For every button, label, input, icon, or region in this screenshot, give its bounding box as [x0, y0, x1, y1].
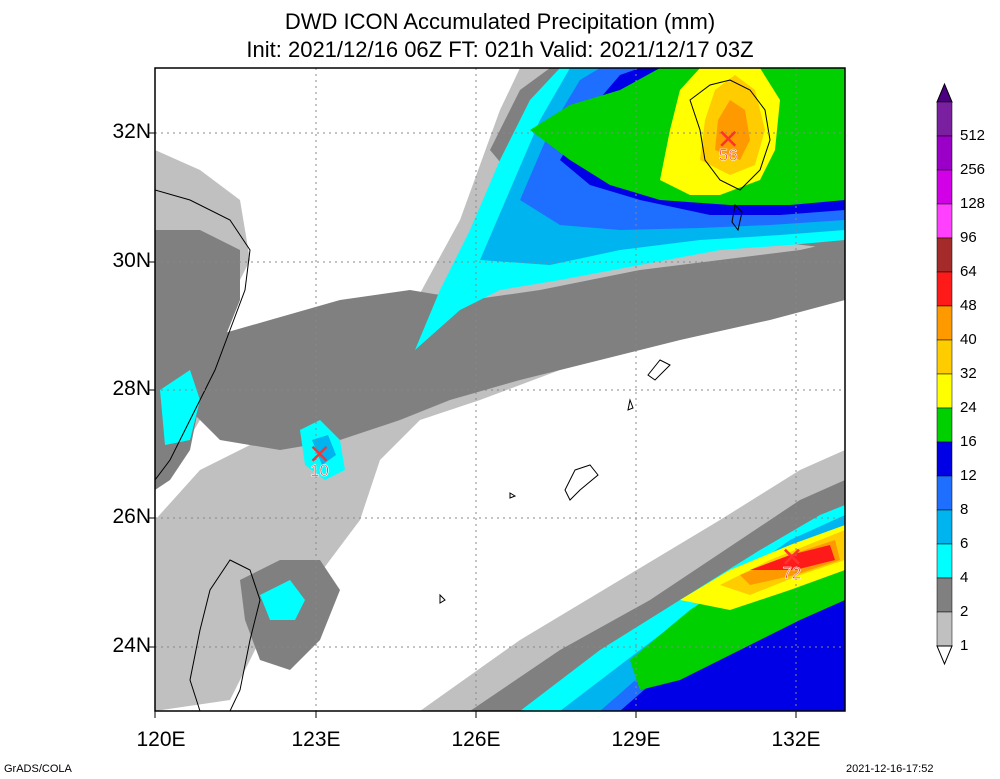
lon-label: 132E	[771, 728, 821, 751]
colorbar-level-label: 2	[960, 603, 969, 620]
precip-field	[155, 68, 845, 711]
colorbar-level-label: 12	[960, 467, 977, 484]
max-marker: 56	[718, 130, 738, 165]
lat-label: 30N	[112, 249, 151, 272]
band-4mm-west	[160, 370, 200, 445]
max-marker: 10	[310, 445, 329, 480]
colorbar-level-label: 256	[960, 161, 986, 178]
colorbar-level-label: 512	[960, 127, 986, 144]
colorbar-level-label: 48	[960, 297, 977, 314]
map-subtitle: Init: 2021/12/16 06Z FT: 021h Valid: 202…	[246, 37, 754, 62]
lat-label: 26N	[112, 505, 151, 528]
lat-label: 32N	[112, 120, 151, 143]
lat-label: 28N	[112, 377, 151, 400]
map-title: DWD ICON Accumulated Precipitation (mm)	[284, 9, 716, 34]
band-40mm-ne	[715, 100, 750, 160]
max-value-label: 10	[310, 461, 329, 480]
colorbar-level-label: 8	[960, 501, 969, 518]
colorbar-level-label: 96	[960, 229, 977, 246]
credit-left: GrADS/COLA	[4, 763, 72, 775]
band-4mm-taiwan	[260, 580, 305, 620]
lon-label: 129E	[611, 728, 661, 751]
max-value-label: 56	[719, 146, 738, 165]
lon-label: 123E	[291, 728, 341, 751]
axis-ticks	[148, 132, 797, 718]
band-2mm	[190, 240, 845, 450]
max-value-label: 72	[782, 564, 801, 583]
credit-right: 2021-12-16-17:52	[846, 763, 934, 775]
colorbar-level-label: 64	[960, 263, 977, 280]
lon-label: 120E	[136, 728, 186, 751]
lat-label: 24N	[112, 634, 151, 657]
coastlines	[155, 79, 771, 711]
colorbar-level-label: 1	[960, 637, 969, 654]
colorbar-level-label: 6	[960, 535, 969, 552]
lon-label: 126E	[451, 728, 501, 751]
colorbar-level-label: 32	[960, 365, 977, 382]
max-marker: 72	[782, 548, 802, 583]
colorbar-level-label: 24	[960, 399, 977, 416]
colorbar-level-label: 40	[960, 331, 977, 348]
colorbar-level-label: 16	[960, 433, 977, 450]
colorbar-level-label: 128	[960, 195, 986, 212]
colorbar-level-label: 4	[960, 569, 969, 586]
graticule	[155, 68, 845, 711]
maxima-markers: 56 10 72	[310, 130, 802, 583]
